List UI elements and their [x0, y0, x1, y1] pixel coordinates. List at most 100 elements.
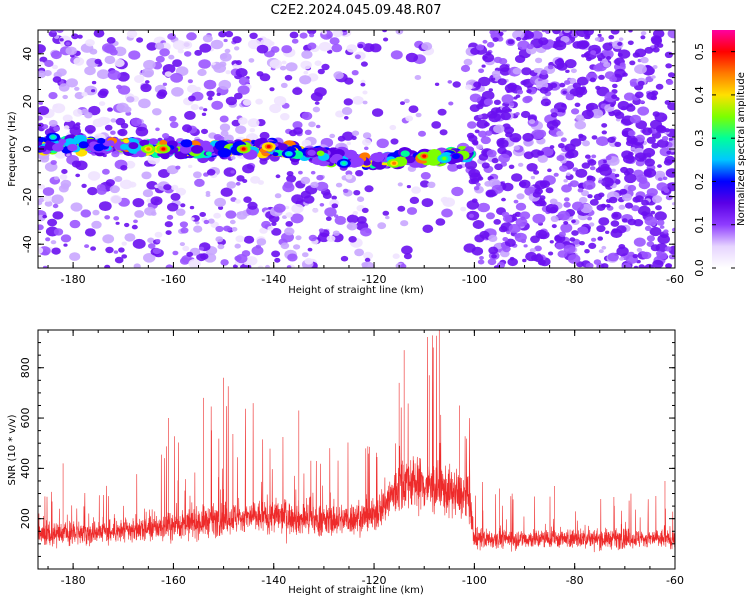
heatmap-cell — [665, 194, 673, 201]
heatmap-cell — [537, 150, 544, 156]
heatmap-cell — [91, 89, 96, 93]
heatmap-cell — [132, 198, 145, 208]
snr-x-axis-label: Height of straight line (km) — [288, 585, 424, 596]
heatmap-cell — [341, 107, 353, 115]
heatmap-cell — [238, 76, 250, 86]
heatmap-cell — [38, 115, 43, 121]
heatmap-cell — [514, 233, 521, 239]
heatmap-cell — [644, 158, 655, 167]
heatmap-cell — [106, 37, 116, 44]
heatmap-cell — [456, 164, 463, 170]
heatmap-cell — [493, 219, 502, 225]
heatmap-cell — [341, 161, 346, 165]
colorbar: 0.0 0.1 0.2 0.3 0.4 0.5 — [693, 30, 735, 277]
snr-y-tick-label: 800 — [19, 357, 32, 378]
heatmap-cell — [218, 31, 227, 38]
heatmap-cell — [324, 207, 337, 217]
heatmap-cell — [342, 131, 354, 141]
heatmap-cell — [467, 121, 477, 129]
heatmap-cell — [516, 89, 524, 95]
heatmap-cell — [146, 147, 151, 151]
heatmap-cell — [186, 32, 197, 41]
heatmap-cell — [361, 207, 369, 213]
heatmap-cell — [646, 91, 657, 100]
heatmap-cell — [48, 119, 58, 127]
heatmap-cell — [618, 204, 626, 210]
heatmap-cell — [259, 73, 271, 82]
heatmap-cell — [247, 201, 258, 210]
heatmap-cell — [493, 265, 500, 268]
heatmap-cell — [310, 170, 316, 175]
heatmap-cell — [216, 92, 221, 96]
heatmap-cell — [84, 244, 90, 249]
heatmap-cell — [215, 225, 224, 233]
heatmap-x-tick-label: -100 — [462, 273, 487, 286]
heatmap-cell — [634, 91, 644, 99]
heatmap-cell — [403, 253, 412, 260]
heatmap-cell — [620, 166, 629, 174]
heatmap-cell — [314, 87, 327, 97]
heatmap-cell — [665, 63, 673, 69]
heatmap-cell — [50, 50, 62, 60]
heatmap-cell — [102, 117, 111, 124]
heatmap-cell — [292, 121, 303, 129]
heatmap-cell — [302, 252, 309, 258]
heatmap-cell — [316, 174, 324, 181]
heatmap-cell — [540, 98, 552, 107]
heatmap-cell — [197, 68, 207, 77]
heatmap-cell — [655, 83, 664, 90]
heatmap-cell — [120, 122, 129, 129]
heatmap-cell — [143, 59, 156, 70]
heatmap-cell — [653, 30, 665, 39]
heatmap-cell — [53, 126, 60, 132]
heatmap-cell — [507, 82, 518, 91]
heatmap-cell — [179, 242, 185, 247]
heatmap-y-tick-label: 0 — [21, 146, 34, 153]
heatmap-cell — [652, 47, 660, 53]
heatmap-cell — [576, 30, 589, 38]
heatmap-cell — [597, 33, 602, 37]
heatmap-cell — [171, 87, 184, 97]
heatmap-cell — [447, 80, 453, 84]
heatmap-cell — [286, 174, 297, 183]
heatmap-cell — [468, 213, 474, 218]
heatmap-cell — [420, 180, 430, 188]
heatmap-cell — [448, 101, 454, 106]
heatmap-cell — [84, 66, 96, 76]
heatmap-cell — [560, 223, 573, 233]
heatmap-cell — [198, 59, 211, 69]
heatmap-cell — [605, 204, 611, 208]
heatmap-cell — [109, 49, 118, 56]
heatmap-cell — [97, 137, 106, 144]
heatmap-cell — [293, 244, 301, 250]
heatmap-cell — [346, 222, 358, 231]
heatmap-cell — [654, 173, 666, 182]
heatmap-cell — [63, 125, 70, 130]
heatmap-cell — [627, 130, 636, 137]
colorbar-tick-label: 0.2 — [693, 173, 706, 191]
heatmap-cell — [508, 223, 521, 234]
heatmap-cell — [52, 76, 62, 83]
heatmap-cell — [194, 49, 203, 56]
snr-x-tick-label: -60 — [666, 574, 684, 587]
heatmap-cell — [307, 247, 313, 252]
heatmap-cell — [259, 227, 268, 234]
heatmap-cell — [53, 228, 64, 236]
heatmap-cell — [570, 138, 582, 147]
heatmap-cell — [213, 134, 222, 141]
heatmap-cell — [93, 30, 105, 38]
heatmap-cell — [644, 216, 658, 226]
heatmap-cell — [155, 127, 160, 132]
heatmap-cell — [650, 210, 656, 215]
heatmap-cell — [593, 193, 603, 201]
heatmap-cell — [588, 242, 597, 249]
heatmap-cell — [550, 215, 559, 222]
heatmap-cell — [180, 203, 186, 208]
heatmap-cell — [630, 147, 636, 151]
heatmap-cell — [235, 68, 248, 78]
heatmap-cell — [225, 210, 237, 219]
heatmap-cell — [664, 246, 672, 252]
heatmap-cell — [590, 50, 597, 55]
heatmap-cell — [128, 142, 139, 150]
heatmap-cell — [96, 69, 110, 80]
